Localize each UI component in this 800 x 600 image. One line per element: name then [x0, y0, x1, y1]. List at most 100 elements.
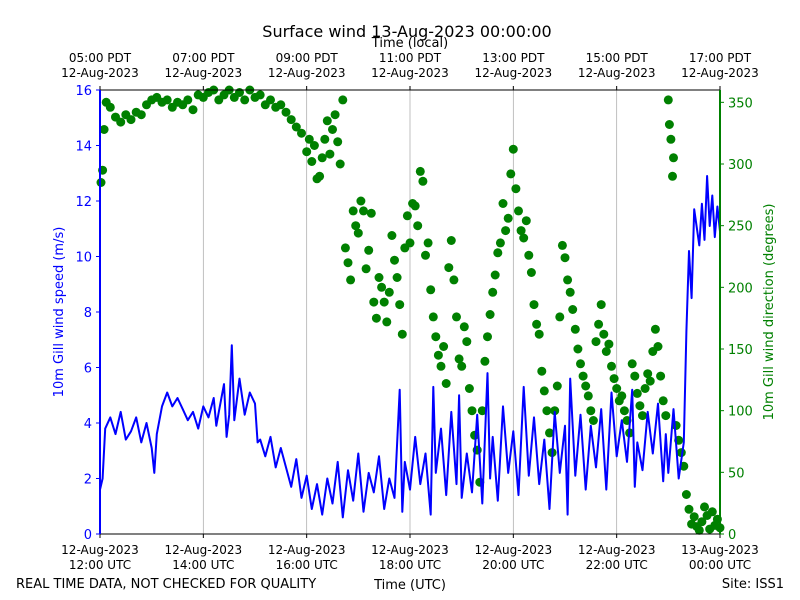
direction-point: [322, 116, 332, 126]
right-axis-label: 10m Gill wind direction (degrees): [762, 204, 777, 421]
direction-point: [568, 305, 578, 314]
direction-point: [286, 115, 296, 125]
direction-point: [586, 406, 596, 416]
direction-point: [307, 157, 317, 166]
top-tick-time-label: 05:00 PDT: [69, 51, 132, 65]
direction-point: [501, 226, 511, 236]
direction-point: [457, 361, 467, 371]
direction-point: [340, 243, 350, 253]
direction-point: [366, 208, 376, 218]
direction-point: [421, 250, 430, 260]
direction-point: [183, 95, 193, 105]
direction-point: [635, 401, 645, 411]
x-tick-time-label: 18:00 UTC: [379, 558, 441, 572]
direction-point: [707, 507, 717, 517]
speed-line: [99, 175, 721, 519]
direction-point: [521, 216, 531, 226]
direction-point: [583, 391, 593, 401]
direction-point: [485, 310, 495, 319]
direction-point: [364, 245, 374, 255]
direction-point: [402, 211, 412, 221]
x-tick-date-label: 12-Aug-2023: [268, 543, 346, 557]
direction-point: [297, 128, 306, 138]
direction-point: [343, 258, 353, 268]
x-tick-time-label: 16:00 UTC: [276, 558, 338, 572]
direction-point: [377, 282, 387, 292]
chart-title: Surface wind 13-Aug-2023 00:00:00: [262, 22, 551, 41]
direction-point: [594, 319, 604, 329]
direction-point: [397, 329, 407, 339]
direction-point: [661, 411, 671, 421]
direction-point: [650, 324, 660, 334]
top-tick-time-label: 07:00 PDT: [172, 51, 235, 65]
x-tick-date-label: 12-Aug-2023: [371, 543, 449, 557]
direction-point: [604, 339, 614, 349]
direction-point: [601, 347, 611, 356]
top-tick-time-label: 17:00 PDT: [689, 51, 752, 65]
direction-point: [656, 371, 666, 381]
direction-point: [317, 153, 327, 163]
direction-point: [320, 134, 330, 144]
right-tick-label: 0: [728, 528, 736, 543]
left-tick-label: 4: [84, 417, 92, 432]
direction-point: [433, 350, 443, 360]
direction-point: [498, 199, 508, 208]
left-tick-label: 8: [84, 306, 92, 321]
direction-point: [423, 238, 433, 248]
x-tick-time-label: 14:00 UTC: [172, 558, 234, 572]
direction-point: [663, 95, 673, 105]
x-tick-date-label: 12-Aug-2023: [578, 543, 656, 557]
direction-point: [276, 100, 286, 110]
top-tick-date-label: 12-Aug-2023: [61, 66, 139, 80]
right-tick-label: 300: [728, 158, 753, 173]
direction-point: [490, 270, 500, 280]
direction-point: [552, 381, 562, 391]
direction-point: [537, 366, 547, 376]
direction-point: [162, 95, 172, 105]
direction-point: [444, 263, 454, 273]
direction-point: [526, 268, 536, 277]
left-tick-label: 2: [84, 473, 92, 488]
top-tick-date-label: 12-Aug-2023: [371, 66, 449, 80]
direction-point: [643, 369, 653, 379]
direction-point: [599, 329, 609, 339]
direction-point: [483, 332, 492, 342]
direction-point: [395, 300, 405, 310]
direction-point: [511, 184, 521, 194]
direction-point: [563, 275, 573, 285]
direction-point: [235, 88, 244, 97]
direction-point: [361, 264, 371, 274]
direction-point: [136, 110, 146, 120]
direction-point: [325, 149, 335, 159]
x-tick-time-label: 20:00 UTC: [482, 558, 544, 572]
right-tick-label: 100: [728, 405, 753, 420]
direction-point: [477, 406, 487, 416]
direction-point: [348, 206, 358, 216]
direction-point: [328, 125, 337, 134]
direction-point: [612, 384, 622, 393]
direction-point: [333, 137, 343, 147]
direction-point: [532, 319, 542, 329]
top-tick-date-label: 12-Aug-2023: [475, 66, 553, 80]
left-axis-label: 10m Gill wind speed (m/s): [52, 227, 67, 398]
direction-point: [480, 356, 490, 366]
direction-point: [369, 297, 379, 307]
direction-point: [464, 384, 474, 393]
direction-point: [668, 171, 677, 181]
direction-point: [503, 213, 513, 223]
direction-point: [346, 275, 356, 285]
direction-point: [335, 159, 345, 169]
direction-point: [266, 95, 275, 105]
top-tick-date-label: 12-Aug-2023: [268, 66, 346, 80]
left-tick-label: 16: [75, 84, 92, 99]
direction-point: [449, 275, 459, 285]
direction-point: [454, 354, 464, 364]
direction-point: [338, 95, 348, 105]
direction-point: [315, 171, 325, 181]
direction-point: [681, 490, 691, 499]
direction-point: [413, 221, 423, 231]
left-tick-label: 10: [75, 251, 92, 266]
top-tick-time-label: 09:00 PDT: [276, 51, 339, 65]
direction-point: [550, 406, 560, 416]
